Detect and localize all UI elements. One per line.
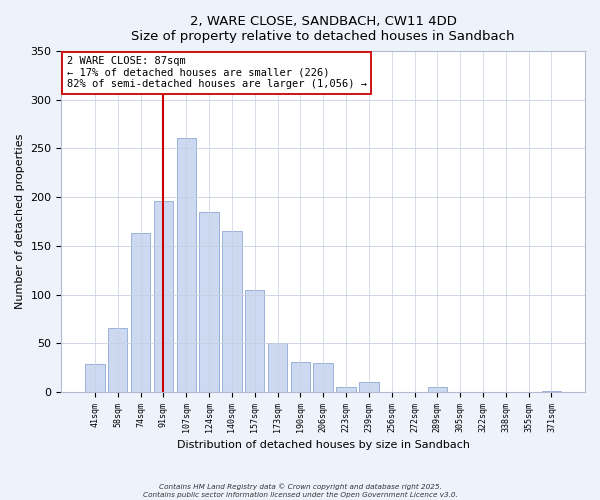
Bar: [154, 201, 173, 392]
Bar: [290, 362, 310, 392]
Bar: [131, 233, 150, 392]
Bar: [268, 344, 287, 392]
Text: Contains HM Land Registry data © Crown copyright and database right 2025.
Contai: Contains HM Land Registry data © Crown c…: [143, 484, 457, 498]
Bar: [176, 138, 196, 392]
Bar: [337, 387, 356, 392]
Text: 2 WARE CLOSE: 87sqm
← 17% of detached houses are smaller (226)
82% of semi-detac: 2 WARE CLOSE: 87sqm ← 17% of detached ho…: [67, 56, 367, 90]
Bar: [108, 328, 127, 392]
Bar: [245, 290, 265, 392]
Bar: [222, 232, 242, 392]
Bar: [428, 387, 447, 392]
Bar: [199, 212, 219, 392]
Bar: [85, 364, 104, 392]
Y-axis label: Number of detached properties: Number of detached properties: [15, 134, 25, 309]
Title: 2, WARE CLOSE, SANDBACH, CW11 4DD
Size of property relative to detached houses i: 2, WARE CLOSE, SANDBACH, CW11 4DD Size o…: [131, 15, 515, 43]
Bar: [359, 382, 379, 392]
X-axis label: Distribution of detached houses by size in Sandbach: Distribution of detached houses by size …: [177, 440, 470, 450]
Bar: [542, 391, 561, 392]
Bar: [313, 362, 333, 392]
